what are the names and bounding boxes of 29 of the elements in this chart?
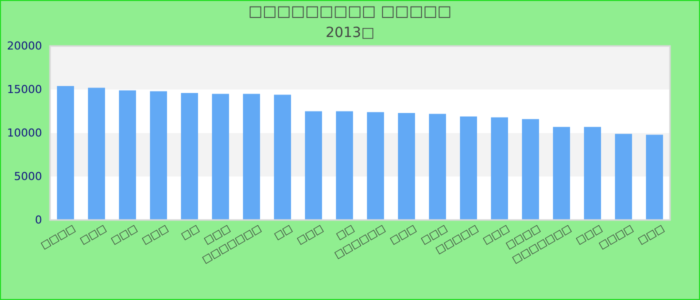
bar [522, 119, 540, 220]
bar [646, 134, 664, 220]
bar [428, 114, 446, 220]
bar [242, 94, 260, 220]
bar [490, 117, 508, 220]
bar [398, 112, 416, 220]
bar [584, 126, 602, 220]
bar [118, 90, 136, 220]
bar [552, 126, 570, 220]
chart-subtitle: 2013□ [326, 25, 374, 41]
chart-title: □□□□□□□□□ □□□□□ [248, 2, 452, 20]
bar [614, 134, 632, 220]
y-tick-label: 20000 [7, 40, 42, 53]
bar [336, 111, 354, 220]
bar [150, 91, 168, 220]
x-tick-label: □□ [272, 223, 294, 242]
bar [304, 111, 322, 220]
bar [460, 116, 478, 220]
bar [180, 92, 198, 220]
bar [274, 94, 292, 220]
y-tick-label: 0 [35, 214, 42, 227]
bar [366, 112, 384, 220]
y-tick-label: 15000 [7, 83, 42, 96]
bar [88, 88, 106, 220]
bar [56, 86, 74, 220]
y-tick-label: 10000 [7, 126, 42, 140]
y-tick-label: 5000 [14, 170, 42, 184]
x-tick-label: □□ [180, 223, 202, 242]
bar [212, 94, 230, 220]
